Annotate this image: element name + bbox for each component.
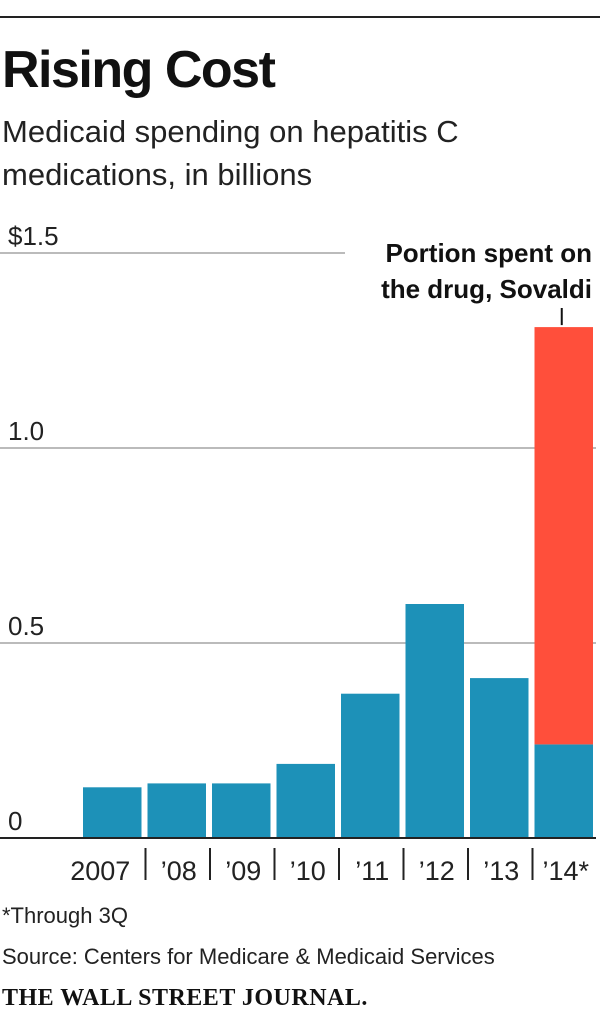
x-tick-label: ’14*	[542, 856, 589, 886]
y-tick-label: 0	[8, 806, 22, 836]
y-tick-label: $1.5	[8, 221, 59, 251]
chart-subtitle: Medicaid spending on hepatitis C medicat…	[2, 114, 459, 192]
bar-base	[276, 763, 335, 838]
chart-title: Rising Cost	[2, 41, 276, 99]
bar-base	[534, 744, 593, 838]
annotation-label: the drug, Sovaldi	[381, 274, 592, 304]
bar-base	[341, 693, 400, 838]
bar-base	[212, 783, 271, 838]
publisher-logo: THE WALL STREET JOURNAL.	[2, 985, 368, 1011]
x-tick-label: ’10	[290, 856, 326, 886]
top-rule	[0, 16, 600, 18]
footnote: *Through 3Q	[2, 903, 128, 928]
x-tick-label: ’09	[225, 856, 261, 886]
x-tick-label: ’13	[483, 856, 519, 886]
bar-base	[147, 783, 206, 838]
x-tick-label: ’08	[161, 856, 197, 886]
bar-base	[470, 678, 529, 838]
x-tick-label: ’11	[355, 856, 389, 886]
y-tick-label: 1.0	[8, 416, 44, 446]
y-tick-label: 0.5	[8, 611, 44, 641]
x-tick-label: ’12	[419, 856, 455, 886]
annotation-label: Portion spent on	[385, 238, 592, 268]
bar-sovaldi	[534, 327, 593, 745]
x-tick-label: 2007	[70, 856, 130, 886]
source-credit: Source: Centers for Medicare & Medicaid …	[2, 944, 495, 969]
bar-base	[83, 787, 142, 838]
bar-base	[405, 604, 464, 838]
